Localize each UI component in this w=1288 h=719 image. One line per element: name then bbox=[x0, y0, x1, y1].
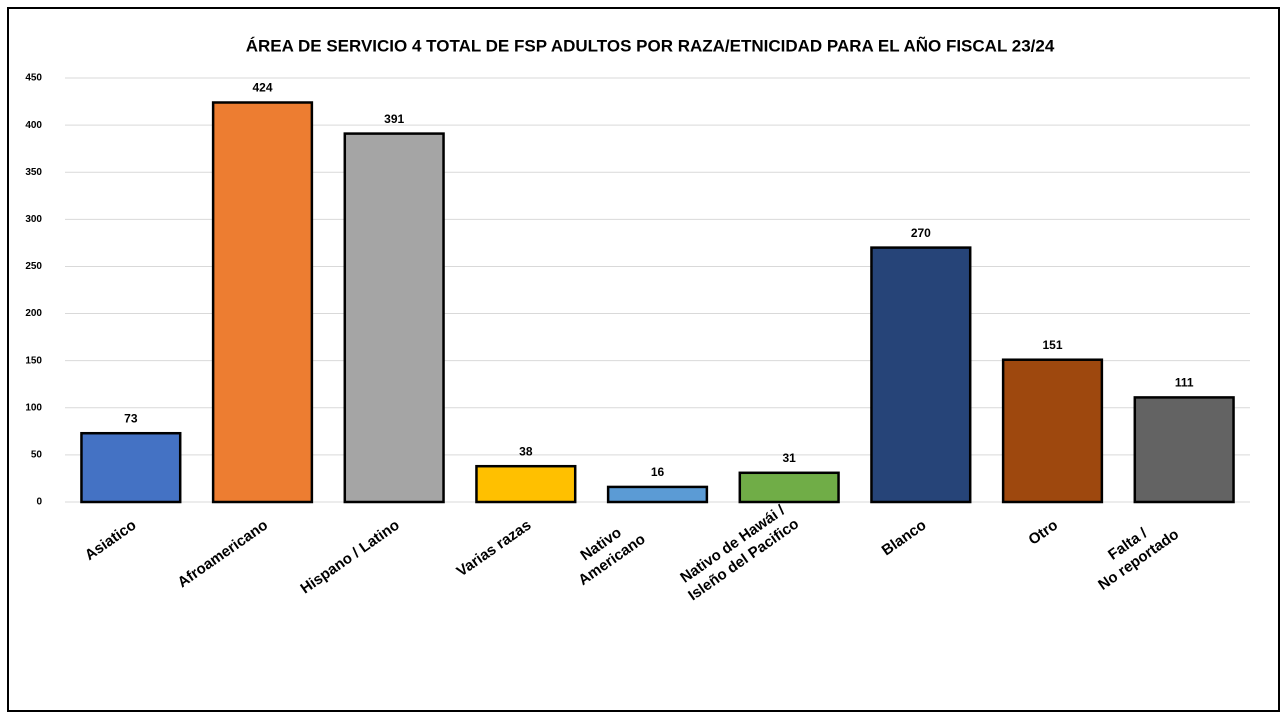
y-tick-label: 400 bbox=[25, 120, 42, 131]
bar bbox=[606, 485, 709, 504]
value-label: 16 bbox=[651, 465, 665, 479]
bar bbox=[343, 132, 445, 504]
value-label: 424 bbox=[252, 81, 272, 95]
bar bbox=[738, 471, 840, 504]
value-label: 111 bbox=[1175, 376, 1194, 390]
bar bbox=[211, 101, 314, 504]
bar bbox=[80, 431, 182, 504]
value-label: 391 bbox=[384, 112, 404, 126]
y-tick-label: 350 bbox=[25, 167, 42, 178]
y-tick-label: 450 bbox=[25, 73, 42, 84]
value-label: 31 bbox=[782, 451, 796, 465]
y-tick-label: 250 bbox=[25, 261, 42, 272]
value-label: 38 bbox=[519, 444, 533, 458]
chart-title: ÁREA DE SERVICIO 4 TOTAL DE FSP ADULTOS … bbox=[246, 35, 1055, 55]
bar bbox=[870, 246, 972, 504]
bar bbox=[1133, 396, 1235, 504]
y-tick-label: 150 bbox=[25, 355, 42, 366]
y-tick-label: 0 bbox=[36, 497, 42, 508]
bar bbox=[1001, 358, 1104, 504]
y-tick-label: 50 bbox=[31, 450, 43, 461]
y-tick-label: 100 bbox=[25, 402, 42, 413]
value-label: 73 bbox=[124, 411, 138, 425]
value-label: 270 bbox=[911, 226, 931, 240]
y-tick-label: 200 bbox=[25, 308, 42, 319]
y-tick-label: 300 bbox=[25, 214, 42, 225]
bar bbox=[475, 464, 577, 504]
value-label: 151 bbox=[1042, 338, 1062, 352]
